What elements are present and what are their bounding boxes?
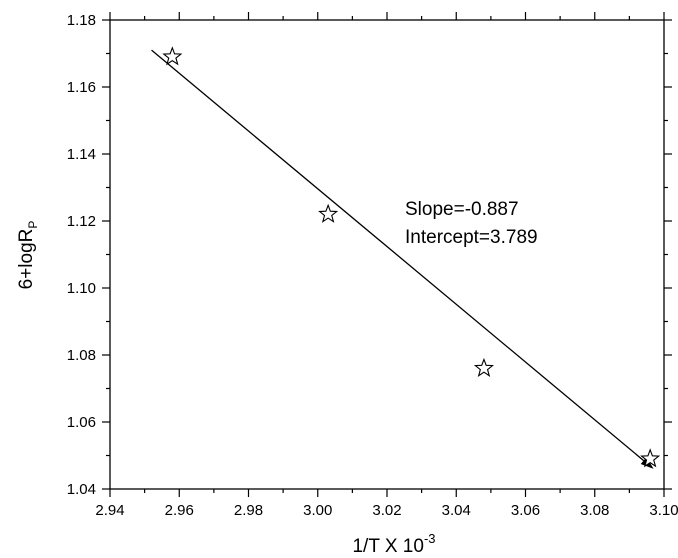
y-tick-label: 1.06	[67, 414, 96, 431]
x-tick-label: 3.06	[511, 502, 540, 519]
x-axis: 2.94 2.96 2.98 3.00 3.02 3.04 3.06 3.08 3.10	[95, 12, 678, 519]
x-tick-label: 3.08	[580, 502, 609, 519]
x-tick-label: 2.98	[234, 502, 263, 519]
data-points	[162, 46, 661, 468]
data-point-star	[640, 448, 661, 468]
intercept-annotation: Intercept=3.789	[405, 227, 538, 248]
fit-line-group	[151, 49, 654, 469]
x-axis-title-text: 1/T X 10	[352, 536, 423, 557]
x-axis-title-exponent: -3	[424, 531, 436, 546]
x-tick-label: 2.94	[95, 502, 124, 519]
x-axis-title: 1/T X 10-3	[352, 531, 435, 557]
x-tick-label: 3.04	[442, 502, 471, 519]
slope-annotation: Slope=-0.887	[405, 199, 519, 220]
y-axis-title-text: 6+logR	[16, 229, 37, 290]
y-tick-label: 1.18	[67, 12, 96, 29]
fit-line	[151, 49, 645, 462]
y-tick-label: 1.12	[67, 213, 96, 230]
data-point-star	[162, 46, 183, 66]
data-point-star	[318, 203, 339, 223]
x-tick-label: 3.02	[372, 502, 401, 519]
plot-frame	[109, 19, 665, 490]
y-axis-title: 6+logRP	[16, 221, 40, 290]
y-tick-label: 1.04	[67, 481, 96, 498]
y-tick-label: 1.08	[67, 347, 96, 364]
x-tick-label: 3.10	[649, 502, 678, 519]
data-point-star	[473, 357, 494, 377]
y-tick-label: 1.14	[67, 146, 96, 163]
x-tick-label: 2.96	[165, 502, 194, 519]
y-axis-title-subscript: P	[26, 221, 40, 229]
plot-border	[109, 19, 665, 490]
y-tick-label: 1.16	[67, 79, 96, 96]
x-tick-label: 3.00	[303, 502, 332, 519]
y-axis: 1.04 1.06 1.08 1.10 1.12 1.14 1.16 1.18	[67, 12, 672, 498]
y-tick-label: 1.10	[67, 280, 96, 297]
